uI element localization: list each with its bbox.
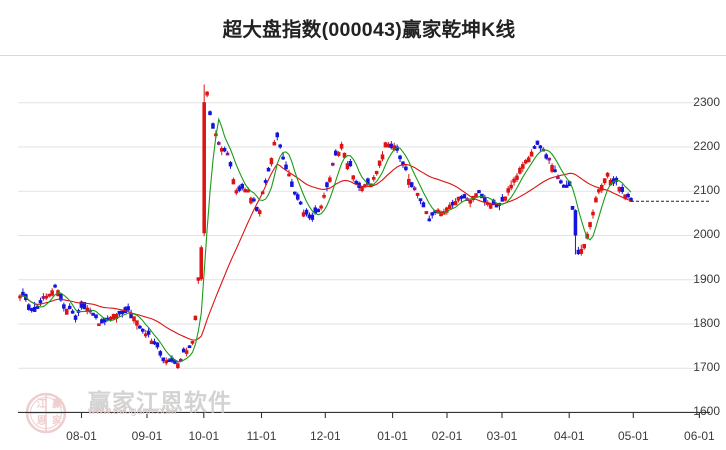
svg-text:家: 家 [52, 414, 63, 427]
svg-text:恩: 恩 [37, 415, 47, 427]
svg-text:赢: 赢 [52, 397, 62, 410]
svg-text:江: 江 [37, 397, 47, 410]
